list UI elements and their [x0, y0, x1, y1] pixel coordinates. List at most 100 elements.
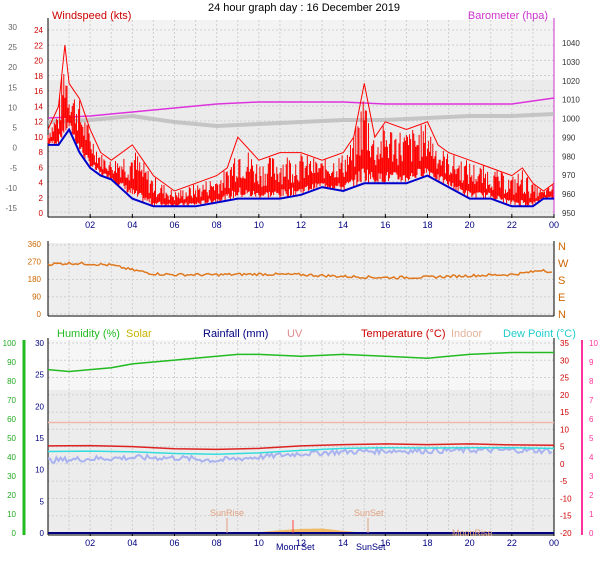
wind-tick: 24	[34, 26, 43, 35]
legend-uv: UV	[287, 328, 303, 340]
uv-tick: 4	[589, 453, 594, 462]
x-tick-label: 16	[380, 220, 390, 230]
temp-tick: -20	[560, 529, 572, 538]
rain-tick: 10	[35, 466, 44, 475]
moonrise-annotation: MoonRise	[452, 528, 493, 538]
temp-tick: 35	[560, 339, 569, 348]
x-tick-label: 06	[169, 538, 179, 548]
temperature-ticks: 35 30 25 20 15 10 5 0 -5 -10 -15 -20	[560, 339, 572, 538]
humidity-tick: 70	[7, 396, 16, 405]
outer-tick: 20	[8, 63, 17, 72]
gust-line	[47, 44, 555, 192]
page-title: 24 hour graph day : 16 December 2019	[208, 2, 400, 14]
baro-tick: 1010	[562, 96, 580, 105]
wind-tick: 16	[34, 87, 43, 96]
temp-tick: 0	[560, 460, 565, 469]
outer-tick: 15	[8, 83, 17, 92]
uv-tick: 0	[589, 529, 594, 538]
uv-tick: 5	[589, 434, 594, 443]
baro-tick: 1000	[562, 115, 580, 124]
x-tick-label: 02	[85, 220, 95, 230]
x-tick-label: 10	[254, 538, 264, 548]
humidity-line	[47, 351, 554, 373]
windspeed-title: Windspeed (kts)	[52, 10, 131, 22]
dewpoint-line	[47, 446, 555, 455]
wind-tick: 6	[39, 163, 44, 172]
temp-tick: 15	[560, 408, 569, 417]
x-tick-label: 06	[169, 220, 179, 230]
rain-tick: 20	[35, 402, 44, 411]
temperature-line	[47, 443, 555, 451]
temp-x-ticks: 02 04 06 08 10 12 14 16 18 20 22 00	[85, 532, 559, 548]
x-tick-label: 16	[380, 538, 390, 548]
uv-tick: 9	[589, 358, 594, 367]
x-tick-label: 08	[212, 538, 222, 548]
x-tick-label: 14	[338, 220, 348, 230]
x-tick-label: 22	[507, 538, 517, 548]
rain-tick: 30	[35, 339, 44, 348]
x-tick-label: 20	[465, 220, 475, 230]
sunset-label: SunSet	[356, 542, 386, 552]
outer-tick: 0	[13, 144, 18, 153]
legend-humidity: Humidity (%)	[57, 328, 120, 340]
wind-tick: 22	[34, 41, 43, 50]
uv-tick: 8	[589, 377, 594, 386]
x-tick-label: 14	[338, 538, 348, 548]
x-tick-label: 18	[422, 220, 432, 230]
dir-tick: 0	[37, 310, 42, 319]
humidity-tick: 90	[7, 358, 16, 367]
outer-tick: -5	[10, 164, 18, 173]
baro-tick: 960	[562, 190, 576, 199]
dir-left-ticks: 360 270 180 90 0	[28, 240, 42, 319]
temp-tick: -5	[560, 477, 568, 486]
outer-tick: -10	[5, 184, 17, 193]
rain-tick: 25	[35, 371, 44, 380]
wind-tick: 0	[39, 209, 44, 218]
baro-tick: 970	[562, 171, 576, 180]
x-tick-label: 18	[422, 538, 432, 548]
baro-tick: 1040	[562, 39, 580, 48]
solar-area	[258, 528, 365, 533]
sunrise-annotation: SunRise	[210, 508, 244, 518]
humidity-tick: 40	[7, 453, 16, 462]
humidity-tick: 30	[7, 472, 16, 481]
uv-tick: 3	[589, 472, 594, 481]
wind-tick: 12	[34, 118, 43, 127]
compass-tick: S	[558, 275, 565, 287]
wind-direction-line	[47, 261, 552, 280]
wind-tick: 8	[39, 148, 44, 157]
uv-tick: 10	[589, 339, 598, 348]
dir-tick: 90	[32, 293, 41, 302]
x-tick-label: 00	[549, 538, 559, 548]
outer-tick: 25	[8, 43, 17, 52]
legend-temperature: Temperature (°C)	[361, 328, 445, 340]
baro-tick: 990	[562, 133, 576, 142]
wind-tick: 2	[39, 194, 44, 203]
uv-tick: 1	[589, 510, 594, 519]
wind-x-ticks: 02 04 06 08 10 12 14 16 18 20 22 00	[85, 214, 559, 230]
outer-tick: 10	[8, 103, 17, 112]
humidity-tick: 20	[7, 491, 16, 500]
wind-tick: 20	[34, 57, 43, 66]
rain-tick: 0	[40, 529, 45, 538]
outer-tick: 5	[13, 124, 18, 133]
baro-tick: 1020	[562, 77, 580, 86]
avg-wind-line	[48, 127, 554, 208]
compass-tick: E	[558, 292, 565, 304]
baro-line	[47, 97, 555, 119]
outer-tick: -15	[5, 204, 17, 213]
sunset-annotation: SunSet	[354, 508, 384, 518]
legend-dewpoint: Dew Point (°C)	[503, 328, 576, 340]
gust-spikes	[47, 74, 554, 207]
wind-tick: 10	[34, 133, 43, 142]
outer-tick: 30	[8, 23, 17, 32]
x-tick-label: 20	[465, 538, 475, 548]
humidity-tick: 60	[7, 415, 16, 424]
temp-tick: -10	[560, 494, 572, 503]
dir-tick: 270	[28, 258, 42, 267]
temp-tick: 5	[560, 443, 565, 452]
wind-outer-ticks: 30 25 20 15 10 5 0 -5 -10 -15	[5, 23, 17, 213]
dir-grid	[48, 243, 554, 316]
